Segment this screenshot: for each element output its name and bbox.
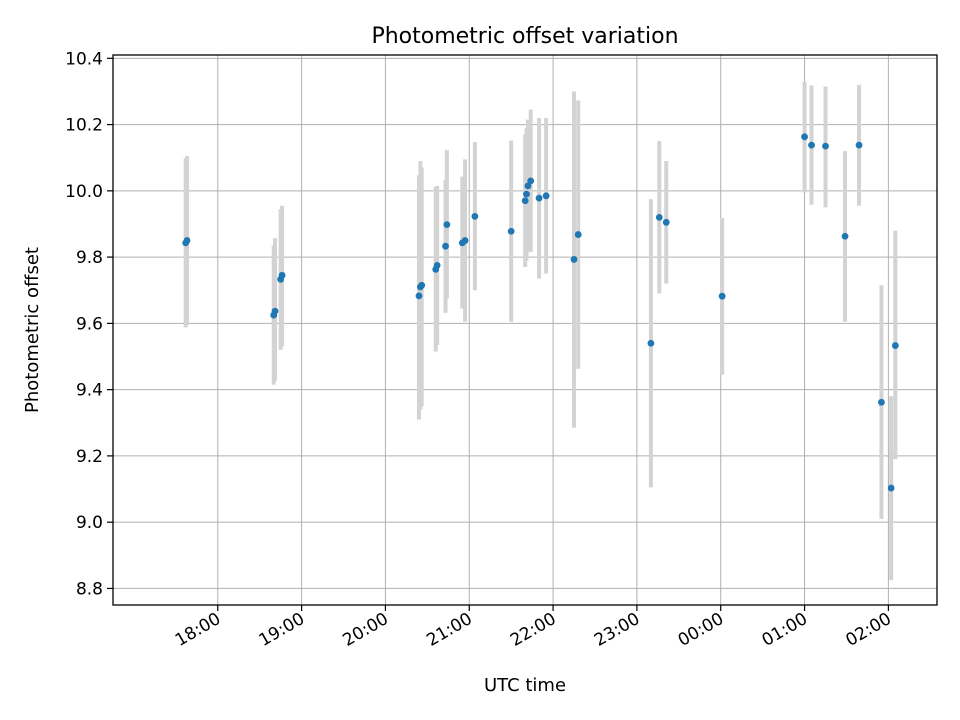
data-point <box>887 484 895 492</box>
data-point <box>183 237 191 244</box>
data-points <box>182 133 899 492</box>
y-tick-label: 10.2 <box>65 116 103 136</box>
data-point <box>443 221 451 229</box>
y-tick-label: 9.4 <box>76 381 103 401</box>
data-point <box>433 261 441 269</box>
data-point <box>278 271 286 279</box>
data-point <box>507 227 515 235</box>
chart-title: Photometric offset variation <box>371 24 678 49</box>
data-point <box>574 231 582 238</box>
data-point <box>471 212 479 220</box>
data-point <box>415 292 423 300</box>
y-tick-label: 9.6 <box>76 314 103 334</box>
data-point <box>542 192 550 200</box>
y-axis-label: Photometric offset <box>22 247 43 413</box>
data-point <box>655 213 663 221</box>
data-point <box>535 194 543 202</box>
data-point <box>570 256 578 263</box>
data-point <box>718 292 726 300</box>
data-point <box>855 141 863 149</box>
x-axis-label: UTC time <box>484 675 566 696</box>
data-point <box>822 142 829 150</box>
data-point <box>442 242 449 250</box>
data-point <box>808 141 815 149</box>
y-tick-label: 10.4 <box>65 49 103 69</box>
y-tick-label: 9.8 <box>76 248 103 268</box>
data-point <box>418 281 426 289</box>
y-tick-label: 10.0 <box>65 182 103 202</box>
data-point <box>521 197 529 205</box>
y-tick-label: 8.8 <box>76 579 103 599</box>
y-tick-label: 9.2 <box>76 447 103 467</box>
y-tick-label: 9.0 <box>76 513 103 533</box>
data-point <box>841 232 849 240</box>
data-point <box>878 398 885 406</box>
data-point <box>461 237 469 244</box>
data-point <box>523 190 530 198</box>
data-point <box>662 218 670 226</box>
data-point <box>527 177 535 185</box>
gridlines <box>113 55 937 605</box>
data-point <box>271 307 279 315</box>
data-point <box>801 133 808 141</box>
data-point <box>524 182 532 190</box>
data-point <box>891 342 899 349</box>
plot-area-frame <box>112 54 938 606</box>
data-point <box>647 339 655 347</box>
